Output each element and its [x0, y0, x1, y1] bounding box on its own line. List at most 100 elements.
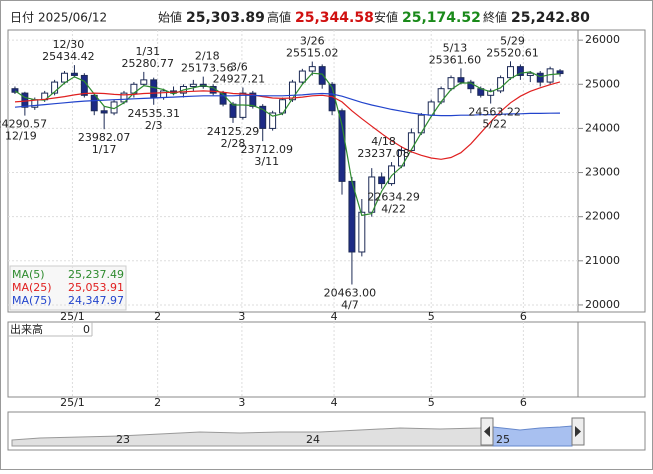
volume-value: 0 — [83, 323, 90, 336]
navigator-label: 23 — [116, 433, 130, 446]
x-tick-label: 2 — [154, 396, 161, 409]
close-value: 25,242.80 — [511, 10, 590, 26]
legend-name: MA(5) — [12, 268, 45, 281]
candle-body — [457, 77, 465, 83]
y-tick-label: 22000 — [585, 210, 620, 223]
candle-body — [536, 72, 544, 83]
navigator-label: 24 — [306, 433, 320, 446]
candle-body — [140, 79, 148, 85]
x-tick-label: 3 — [238, 396, 245, 409]
candle-body — [219, 92, 227, 105]
x-tick-label: 5 — [428, 310, 435, 323]
annotation-date: 2/18 — [195, 50, 220, 63]
candle-body — [51, 81, 59, 94]
candle-body — [298, 70, 306, 83]
low-value: 25,174.52 — [402, 10, 481, 26]
high-value: 25,344.58 — [295, 10, 374, 26]
candle-body — [308, 66, 316, 72]
annotation-date: 12/19 — [5, 130, 37, 143]
candle-body — [526, 72, 534, 76]
close-label: 終値 — [483, 10, 507, 25]
annotation-value: 24563.22 — [468, 106, 521, 119]
annotation-value: 25361.60 — [429, 53, 482, 66]
candle-body — [288, 81, 296, 101]
legend-value: 25,053.91 — [68, 281, 124, 294]
annotation-value: 24927.21 — [213, 72, 266, 85]
y-tick-label: 20000 — [585, 298, 620, 311]
annotation-value: 24290.57 — [0, 118, 47, 131]
arrow-left — [484, 426, 490, 437]
candle-body — [378, 176, 386, 185]
candle-body — [338, 110, 346, 182]
x-tick-label: 2 — [154, 310, 161, 323]
annotation-date: 4/18 — [371, 135, 396, 148]
y-tick-label: 23000 — [585, 166, 620, 179]
navigator-selection[interactable] — [492, 425, 573, 447]
annotation-value: 24125.29 — [207, 125, 260, 138]
ma-line — [14, 71, 561, 217]
x-tick-label: 3 — [238, 310, 245, 323]
candle-body — [70, 72, 78, 76]
x-tick-label: 25/1 — [60, 396, 85, 409]
candle-body — [229, 103, 237, 118]
high-label: 高値 — [267, 10, 291, 25]
annotation-value: 25173.56 — [181, 62, 234, 75]
legend — [9, 265, 127, 311]
candle-body — [189, 83, 197, 87]
x-tick-label: 4 — [331, 396, 338, 409]
date-label: 日付 — [10, 11, 34, 25]
main-panel — [7, 29, 646, 313]
annotation-date: 4/22 — [381, 203, 406, 216]
y-tick-label: 21000 — [585, 254, 620, 267]
candle-body — [150, 79, 158, 99]
annotation-date: 1/31 — [135, 45, 160, 58]
candle-body — [556, 70, 564, 75]
candle-body — [21, 92, 29, 108]
candle-body — [61, 72, 68, 83]
annotation-value: 23237.08 — [357, 147, 410, 160]
annotation-date: 5/29 — [500, 34, 525, 47]
candle-body — [100, 110, 108, 114]
annotation-value: 24535.31 — [127, 107, 180, 120]
annotation-value: 25434.42 — [42, 50, 95, 63]
annotation-date: 3/6 — [230, 60, 248, 73]
candle-body — [516, 66, 524, 76]
candle-body — [388, 165, 396, 185]
ma-line — [14, 81, 561, 160]
candle-body — [120, 92, 128, 103]
volume-panel — [7, 321, 646, 398]
annotation-value: 20463.00 — [324, 287, 377, 300]
x-tick-label: 25/1 — [60, 310, 85, 323]
candle-body — [348, 180, 356, 253]
y-tick-label: 25000 — [585, 77, 620, 90]
open-value: 25,303.89 — [186, 10, 265, 26]
candle-body — [11, 88, 19, 93]
x-tick-label: 6 — [520, 396, 527, 409]
annotation-value: 25515.02 — [286, 47, 339, 60]
y-tick-label: 24000 — [585, 121, 620, 134]
arrow-right — [575, 426, 581, 437]
date: 2025/06/12 — [38, 11, 107, 25]
annotation-date: 3/11 — [254, 155, 279, 168]
x-tick-label: 4 — [331, 310, 338, 323]
annotation-value: 23712.09 — [240, 143, 293, 156]
y-tick-label: 26000 — [585, 33, 620, 46]
candle-body — [160, 90, 168, 99]
candle-body — [358, 211, 366, 253]
annotation-value: 25520.61 — [486, 46, 539, 59]
volume-label: 出来高 — [10, 322, 43, 336]
annotation-value: 23982.07 — [78, 131, 131, 144]
open-label: 始値 — [158, 10, 182, 25]
x-tick-label: 5 — [428, 396, 435, 409]
annotation-date: 2/3 — [145, 119, 163, 132]
legend-value: 24,347.97 — [68, 294, 124, 307]
annotation-date: 5/22 — [482, 118, 507, 131]
candle-body — [80, 74, 88, 96]
annotation-value: 25280.77 — [122, 57, 175, 70]
legend-value: 25,237.49 — [68, 268, 124, 281]
candle-body — [507, 66, 514, 79]
candle-body — [318, 66, 326, 85]
annotation-date: 4/7 — [341, 299, 359, 312]
navigator-label: 25 — [496, 433, 510, 446]
candle-body — [259, 105, 267, 129]
